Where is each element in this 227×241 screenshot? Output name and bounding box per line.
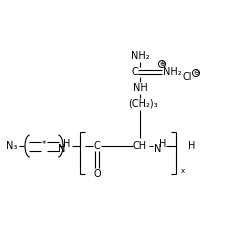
- Text: Cl: Cl: [181, 72, 191, 82]
- Text: H: H: [63, 139, 70, 149]
- Text: N₃: N₃: [6, 141, 18, 151]
- Text: N: N: [58, 144, 65, 154]
- Text: C: C: [131, 67, 138, 77]
- Text: C: C: [93, 141, 100, 151]
- Text: N: N: [154, 144, 161, 154]
- Text: O: O: [93, 169, 100, 179]
- Text: *: *: [42, 141, 46, 149]
- Text: ⊖: ⊖: [192, 70, 198, 76]
- Text: NH₂: NH₂: [130, 51, 149, 61]
- Text: H: H: [188, 141, 195, 151]
- Text: NH₂: NH₂: [162, 67, 180, 77]
- Text: CH: CH: [132, 141, 146, 151]
- Text: H: H: [159, 139, 166, 149]
- Text: ⊕: ⊕: [158, 61, 164, 67]
- Text: NH: NH: [132, 83, 147, 93]
- Text: (CH₂)₃: (CH₂)₃: [128, 99, 157, 109]
- Text: x: x: [180, 168, 184, 174]
